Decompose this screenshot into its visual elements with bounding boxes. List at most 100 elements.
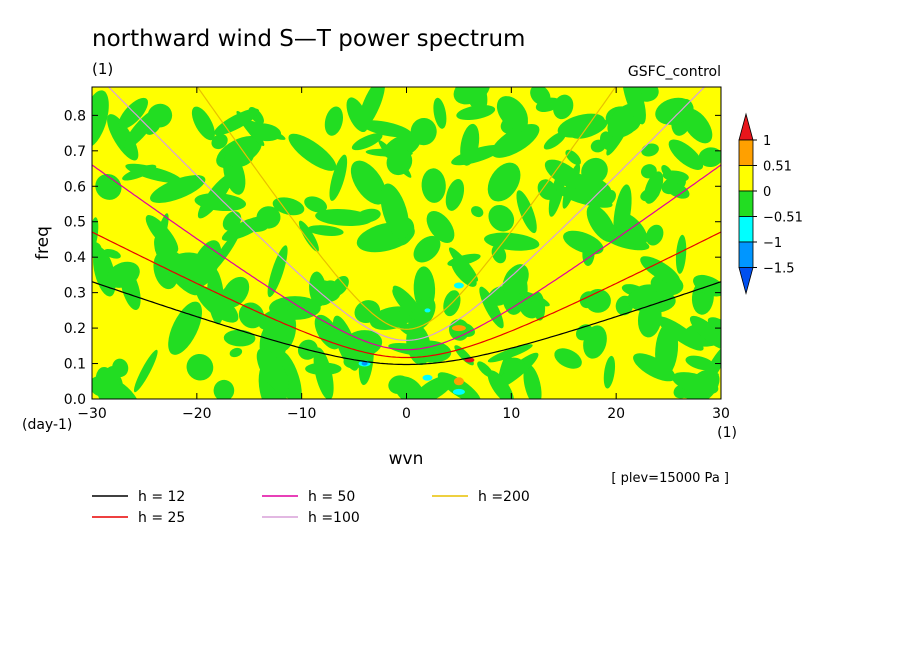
field-patch [229, 347, 243, 358]
field-patch [314, 314, 341, 350]
field-patch [421, 168, 446, 203]
x-tick-label: 10 [502, 406, 520, 422]
field-spot [453, 377, 464, 386]
field-patch [307, 225, 344, 237]
field-patch [668, 139, 704, 170]
field-patch [655, 97, 694, 125]
y-tick-label: 0.1 [64, 357, 86, 373]
field-patch [125, 163, 182, 184]
field-patch [186, 353, 214, 381]
field-patch [92, 241, 102, 258]
y-units: (day-1) [22, 417, 72, 433]
level-note: [ plev=15000 Pa ] [611, 471, 729, 486]
x-tick-label: −30 [77, 406, 107, 422]
x-axis: −30 −20 −10 0 10 20 30 [77, 87, 730, 422]
dispersion-curve-h50 [92, 164, 721, 351]
field-patch [133, 349, 158, 393]
field-patch [350, 160, 387, 205]
field-patch [399, 323, 427, 339]
field-patch [544, 159, 584, 189]
field-patch [586, 204, 616, 243]
field-patch [347, 337, 370, 361]
colorbar-label: −1.5 [763, 262, 795, 277]
field-patch [496, 96, 528, 130]
field-patch [523, 364, 542, 399]
field-patch [329, 154, 348, 201]
dispersion-curve-h100 [107, 87, 706, 342]
field-patch [645, 224, 664, 246]
spectrum-field [92, 87, 721, 399]
colorbar-segment [738, 139, 754, 166]
field-patch [491, 244, 507, 264]
field-patch [437, 372, 481, 399]
field-patch [222, 276, 250, 308]
legend-label: h = 12 [138, 489, 185, 505]
field-patch [356, 208, 381, 223]
colorbar: 1 0.51 0 −0.51 −1 −1.5 [738, 112, 803, 296]
field-patch [644, 171, 664, 204]
field-patch [392, 285, 421, 315]
y-tick-label: 0.2 [64, 321, 86, 337]
field-patch [351, 133, 383, 151]
field-patch [196, 286, 239, 323]
x-tick-label: −20 [182, 406, 212, 422]
y-tick-label: 0.6 [64, 179, 86, 195]
field-patch [190, 240, 222, 288]
y-tick-label: 0.8 [64, 108, 86, 124]
field-patch [118, 97, 149, 129]
field-spot [452, 388, 465, 395]
field-patch [107, 114, 139, 161]
x-tick-label: −10 [287, 406, 317, 422]
colorbar-label: 0.51 [763, 160, 792, 175]
colorbar-top-arrow [738, 112, 754, 141]
field-patch [622, 87, 646, 125]
colorbar-bottom-arrow [738, 267, 754, 296]
field-patch [207, 229, 241, 276]
legend-label: h = 25 [138, 510, 185, 526]
field-patch [698, 147, 721, 168]
field-patch [672, 372, 719, 395]
field-patch [354, 300, 381, 324]
field-patch [685, 355, 715, 371]
y-tick-label: 0.7 [64, 144, 86, 160]
colorbar-label: −1 [763, 236, 782, 251]
field-patch [95, 173, 122, 200]
field-patch [298, 220, 319, 252]
field-spot [453, 282, 464, 289]
dispersion-curve-h25 [92, 231, 721, 359]
field-patch [346, 97, 369, 133]
field-patch [256, 348, 289, 394]
field-patch [590, 139, 606, 153]
field-patch [214, 108, 260, 136]
field-patch [288, 133, 337, 171]
field-spot [422, 374, 433, 381]
field-patch [451, 144, 503, 166]
field-patch [191, 106, 215, 141]
field-patch [160, 247, 202, 296]
field-patch [565, 149, 581, 166]
y-axis: 0.0 0.1 0.2 0.3 0.4 0.5 0.6 0.7 0.8 [64, 108, 721, 408]
field-patch [238, 302, 265, 329]
colorbar-label: −0.51 [763, 211, 803, 226]
field-patch [487, 344, 533, 363]
field-patch [386, 148, 413, 176]
field-patch [520, 291, 550, 307]
field-patch [211, 133, 228, 150]
x-tick-label: 30 [712, 406, 730, 422]
field-patch [640, 256, 681, 285]
field-patch [666, 182, 690, 199]
field-patch [675, 234, 687, 274]
field-patch [456, 104, 496, 121]
field-patch [502, 264, 529, 297]
colorbar-segment [738, 241, 754, 268]
colorbar-segment [738, 165, 754, 192]
x-axis-label: wvn [389, 449, 424, 469]
field-patch [150, 175, 206, 203]
colorbar-segment [738, 216, 754, 243]
field-patch [380, 183, 409, 240]
field-patch [413, 235, 441, 263]
field-patch [491, 123, 540, 158]
field-patch [241, 218, 269, 233]
field-patch [360, 120, 412, 138]
field-patch [92, 90, 109, 148]
